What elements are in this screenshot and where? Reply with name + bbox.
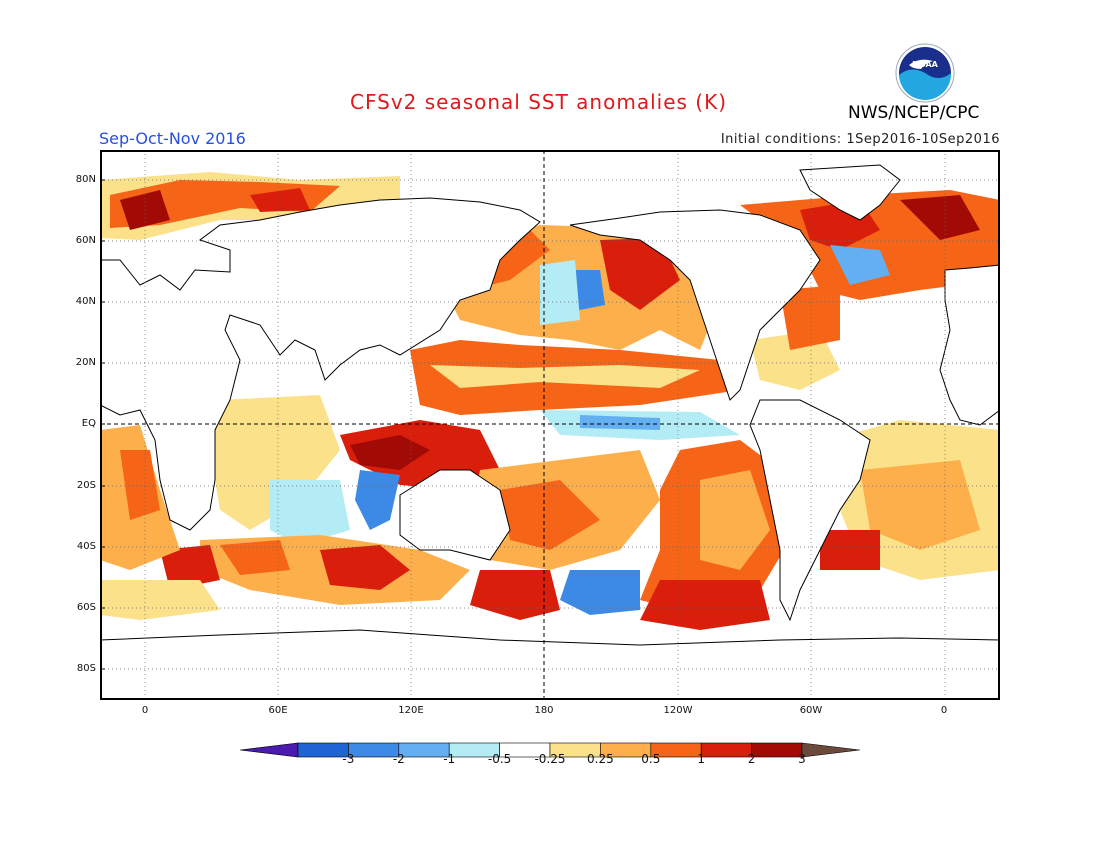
legend-tick-label: 0.25 xyxy=(587,752,614,766)
anomaly-region xyxy=(900,195,980,240)
initial-conditions: Initial conditions: 1Sep2016-10Sep2016 xyxy=(720,132,1000,147)
lat-label: 20N xyxy=(75,357,96,368)
lat-label: 60N xyxy=(75,235,96,246)
anomaly-region xyxy=(100,580,220,620)
anomaly-region xyxy=(640,580,770,630)
anomaly-region xyxy=(540,260,580,325)
anomaly-region xyxy=(830,245,890,285)
noaa-logo-text: NOAA xyxy=(912,60,938,69)
anomaly-region xyxy=(250,188,310,212)
anomaly-region xyxy=(780,285,840,350)
land-north-america xyxy=(569,209,821,401)
lon-label: 0 xyxy=(940,705,948,716)
anomaly-region xyxy=(270,480,350,545)
legend-tick-label: 1 xyxy=(697,752,706,766)
anomaly-region xyxy=(355,470,400,530)
forecast-period: Sep-Oct-Nov 2016 xyxy=(99,129,246,148)
anomaly-region xyxy=(560,570,640,615)
lon-label: 60E xyxy=(268,705,288,716)
map-title: CFSv2 seasonal SST anomalies (K) xyxy=(350,90,727,114)
legend-swatch xyxy=(348,742,400,758)
noaa-logo: NOAA xyxy=(895,43,955,103)
legend-tick-label: -0.5 xyxy=(487,752,512,766)
lon-label: 120W xyxy=(663,705,693,716)
anomaly-region xyxy=(700,470,770,570)
legend-tick-label: -0.25 xyxy=(534,752,566,766)
tick-marks xyxy=(100,179,105,670)
land-antarctica xyxy=(100,629,1000,700)
legend-tick-label: 3 xyxy=(798,752,806,766)
agency-label: NWS/NCEP/CPC xyxy=(848,103,980,123)
lat-label: 20S xyxy=(76,480,96,491)
legend-swatch xyxy=(398,742,450,758)
lat-label: 60S xyxy=(76,602,96,613)
anomaly-region xyxy=(470,570,560,620)
legend-tick-label: 2 xyxy=(747,752,756,766)
anomaly-region xyxy=(350,435,430,470)
land-masses xyxy=(100,164,1000,700)
anomaly-region xyxy=(120,450,160,520)
legend-tick-label: 0.5 xyxy=(641,752,661,766)
lon-label: 120E xyxy=(398,705,424,716)
legend-swatch xyxy=(751,742,803,758)
anomaly-region xyxy=(600,238,680,310)
legend-swatch xyxy=(240,742,299,758)
lat-label: 80N xyxy=(75,174,96,185)
land-south-america xyxy=(749,399,871,622)
legend-swatch xyxy=(297,742,349,758)
lat-label: 40N xyxy=(75,296,96,307)
anomaly-region xyxy=(220,540,290,575)
lon-label: 60W xyxy=(799,705,823,716)
legend-tick-label: -1 xyxy=(443,752,456,766)
legend-swatch xyxy=(801,742,860,758)
lat-label: 40S xyxy=(76,541,96,552)
lat-label: 80S xyxy=(76,663,96,674)
anomaly-field xyxy=(100,172,1000,630)
anomaly-region xyxy=(210,395,340,530)
anomaly-region xyxy=(580,415,660,430)
anomaly-region xyxy=(500,480,600,550)
anomaly-region xyxy=(430,365,700,388)
lat-label: EQ xyxy=(81,418,96,429)
land-greenland xyxy=(799,164,901,221)
land-eurasia xyxy=(100,197,541,531)
land-europe-east xyxy=(939,264,1000,426)
anomaly-region xyxy=(860,460,980,550)
color-legend xyxy=(240,742,860,758)
legend-tick-label: -2 xyxy=(392,752,405,766)
lon-label: 180 xyxy=(534,705,554,716)
land-australia xyxy=(399,469,511,561)
legend-swatch xyxy=(700,742,752,758)
lon-label: 0 xyxy=(141,705,149,716)
anomaly-region xyxy=(160,545,220,590)
anomaly-region xyxy=(320,545,410,590)
anomaly-region xyxy=(820,530,880,570)
legend-tick-label: -3 xyxy=(342,752,355,766)
sst-anomaly-map xyxy=(100,150,1000,700)
map-frame xyxy=(100,150,1000,700)
anomaly-region xyxy=(750,330,840,390)
